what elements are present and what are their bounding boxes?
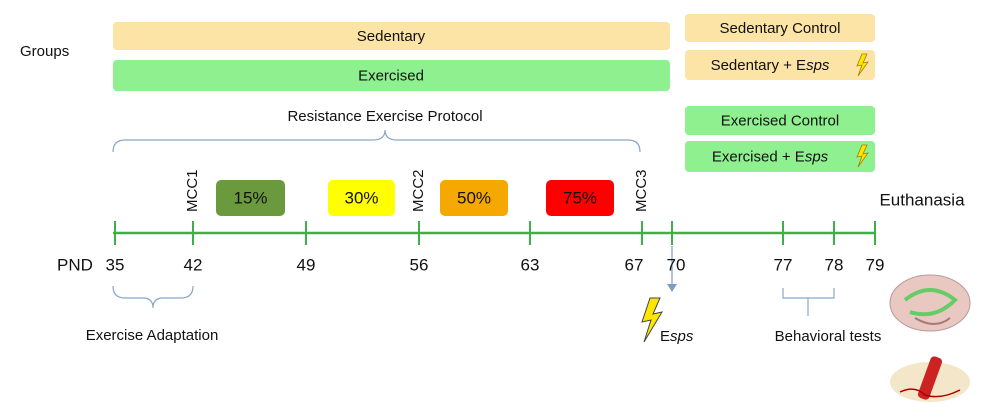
day-label: 63: [521, 255, 540, 274]
group-bar-label: Exercised: [358, 67, 424, 84]
outcome-label: Sedentary + Esps: [711, 57, 830, 74]
end-label: Euthanasia: [879, 190, 965, 209]
day-label: 35: [106, 255, 125, 274]
intensity-label: 75%: [563, 188, 597, 207]
day-label: 42: [184, 255, 203, 274]
day-label: 79: [866, 255, 885, 274]
intensity-label: 30%: [344, 188, 378, 207]
mcc-label: MCC1: [184, 169, 201, 212]
protocol-brace: [113, 130, 640, 152]
behavior-bracket: [783, 288, 834, 316]
mcc-label: MCC2: [410, 169, 427, 212]
day-label: 49: [297, 255, 316, 274]
intensity-label: 15%: [233, 188, 267, 207]
stress-italic: sps: [670, 328, 694, 345]
day-label: 67: [625, 255, 644, 274]
stress-label: Esps: [660, 328, 694, 345]
sample-icon: [890, 355, 970, 402]
mcc-label: MCC3: [633, 169, 650, 212]
outcome-label-italic: sps: [805, 148, 829, 165]
adaptation-label: Exercise Adaptation: [86, 327, 219, 344]
day-label: 70: [667, 255, 686, 274]
outcome-label-main: Sedentary + E: [711, 57, 806, 74]
outcome-label-main: Exercised Control: [721, 112, 839, 129]
adaptation-brace: [113, 286, 193, 308]
stress-arrow-head: [667, 284, 677, 292]
outcome-label-main: Sedentary Control: [720, 20, 841, 37]
protocol-label: Resistance Exercise Protocol: [287, 108, 482, 125]
axis-label: PND: [57, 255, 93, 274]
outcome-label: Exercised Control: [721, 112, 839, 129]
outcome-label: Sedentary Control: [720, 20, 841, 37]
outcome-label-italic: sps: [806, 57, 830, 74]
brain-icon: [890, 275, 970, 331]
stress-prefix: E: [660, 328, 670, 345]
behavior-label: Behavioral tests: [775, 328, 882, 345]
day-label: 78: [825, 255, 844, 274]
day-label: 56: [410, 255, 429, 274]
intensity-label: 50%: [457, 188, 491, 207]
page: { "groups_label": "Groups", "timeline_gr…: [0, 0, 986, 404]
group-bar-label: Sedentary: [357, 28, 426, 45]
outcome-label: Exercised + Esps: [712, 148, 829, 165]
lightning-icon: [642, 298, 662, 342]
outcome-label-main: Exercised + E: [712, 148, 805, 165]
timeline-diagram: Groups Resistance Exercise Protocol PND …: [0, 0, 986, 404]
groups-label: Groups: [20, 43, 69, 60]
day-label: 77: [774, 255, 793, 274]
